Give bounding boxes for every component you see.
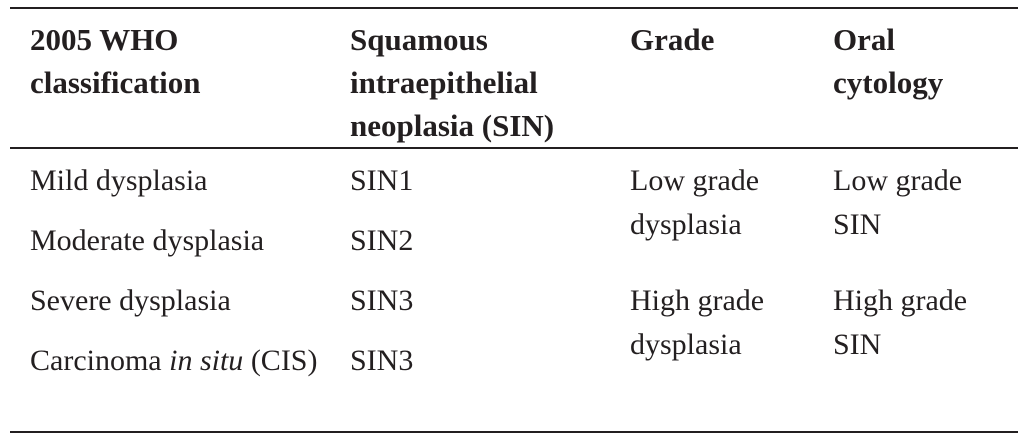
header-rule xyxy=(10,147,1018,149)
text: Carcinoma xyxy=(30,344,170,377)
classification-cell: Mild dysplasia xyxy=(30,159,340,203)
text: (CIS) xyxy=(243,344,318,377)
text: Mild dysplasia xyxy=(30,164,208,197)
sin-cell: SIN2 xyxy=(350,224,414,257)
header-cell: Oral cytology xyxy=(833,22,944,100)
header-cell: Grade xyxy=(630,22,715,57)
cytology-cell: Low grade SIN xyxy=(833,164,963,241)
bottom-rule xyxy=(10,431,1018,433)
top-rule xyxy=(10,7,1018,9)
sin-cell: SIN3 xyxy=(350,344,414,377)
sin-cell: SIN3 xyxy=(350,284,414,317)
text: Severe dysplasia xyxy=(30,284,231,317)
classification-cell: Carcinoma in situ (CIS) xyxy=(30,339,330,383)
cytology-cell: High grade SIN xyxy=(833,284,968,361)
classification-cell: Severe dysplasia xyxy=(30,279,340,323)
classification-cell: Moderate dysplasia xyxy=(30,219,340,263)
header-cell: Squamous intraepithelial neoplasia (SIN) xyxy=(350,22,555,143)
sin-cell: SIN1 xyxy=(350,164,414,197)
header-cell: 2005 WHO classification xyxy=(30,22,201,100)
grade-cell: High grade dysplasia xyxy=(630,284,765,361)
italic-text: in situ xyxy=(169,344,244,377)
text: Moderate dysplasia xyxy=(30,224,265,257)
grade-cell: Low grade dysplasia xyxy=(630,164,760,241)
